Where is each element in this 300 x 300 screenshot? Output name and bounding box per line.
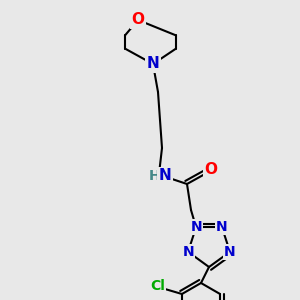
Text: O: O bbox=[205, 163, 218, 178]
Text: N: N bbox=[216, 220, 228, 234]
Text: O: O bbox=[131, 13, 145, 28]
Text: N: N bbox=[147, 56, 159, 71]
Text: Cl: Cl bbox=[151, 279, 165, 293]
Text: H: H bbox=[149, 169, 161, 183]
Text: N: N bbox=[159, 169, 171, 184]
Text: N: N bbox=[182, 245, 194, 259]
Text: N: N bbox=[190, 220, 202, 234]
Text: N: N bbox=[224, 245, 236, 259]
